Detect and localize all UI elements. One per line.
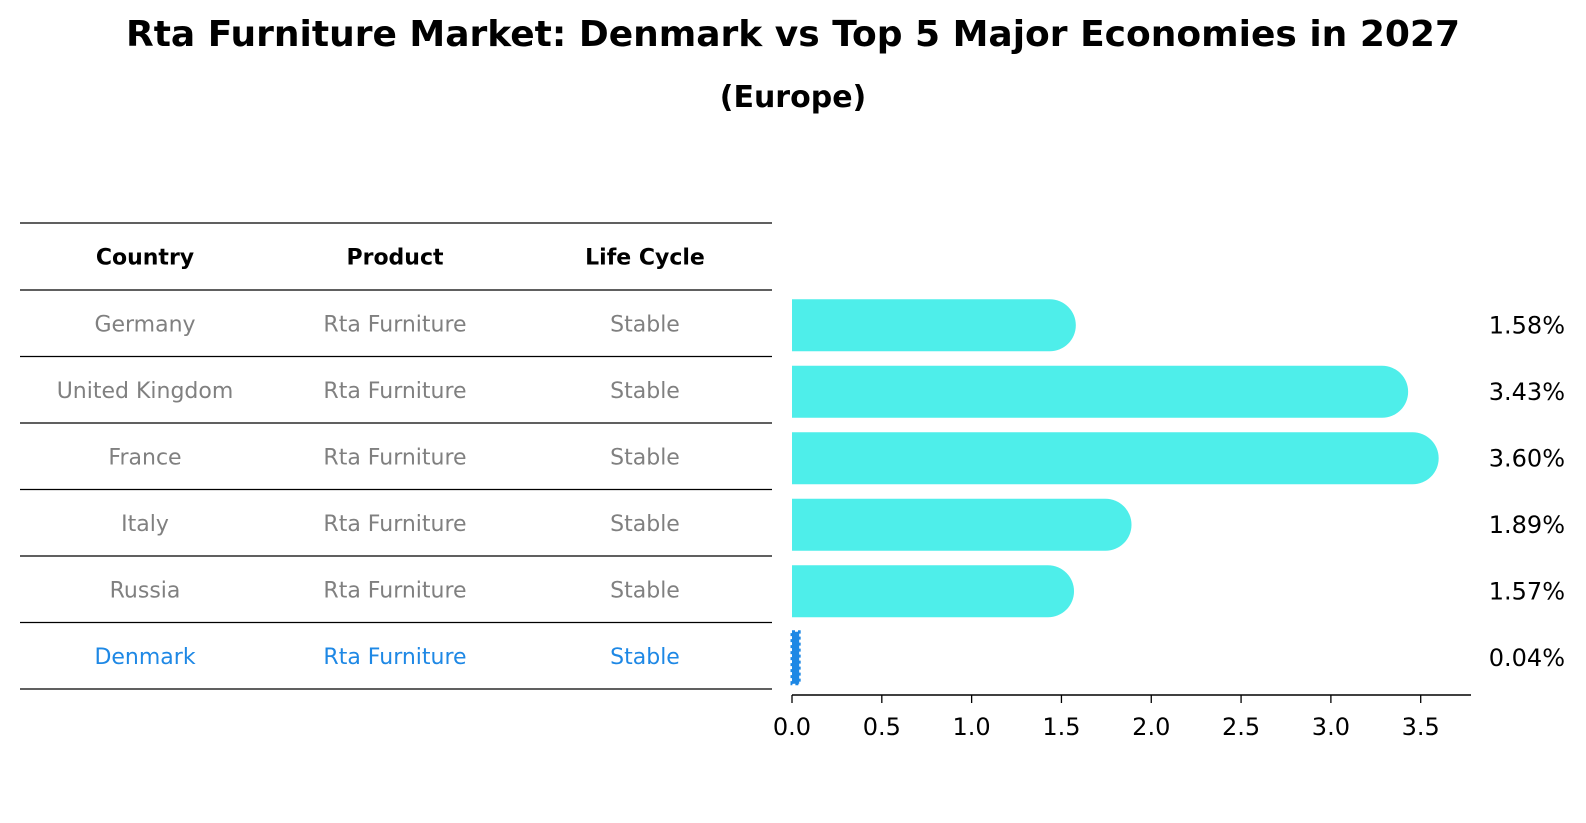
x-tick-label: 2.0 [1132,713,1170,741]
table-cell: France [108,445,181,470]
table-cell: Rta Furniture [323,445,466,470]
table-cell: United Kingdom [57,379,234,404]
bar-united-kingdom [792,365,1409,418]
x-tick-label: 3.0 [1312,713,1350,741]
x-tick-label: 0.5 [863,713,901,741]
table-cell: Rta Furniture [323,645,466,670]
data-label: 1.57% [1489,577,1565,605]
data-label: 3.43% [1489,378,1565,406]
table-cell: Italy [121,512,169,537]
bar-germany [792,299,1076,352]
x-tick-label: 3.5 [1402,713,1440,741]
table-cell: Stable [610,512,680,537]
table-cell: Rta Furniture [323,578,466,603]
bar-france [792,432,1439,485]
bar-denmark [790,630,801,686]
table-cell: Denmark [94,645,195,670]
data-label: 1.89% [1489,511,1565,539]
x-tick-label: 1.5 [1042,713,1080,741]
table-cell: Stable [610,578,680,603]
table-cell: Stable [610,379,680,404]
bar-russia [792,565,1075,618]
x-tick-label: 2.5 [1222,713,1260,741]
bar-italy [792,498,1132,551]
table-header-country: Country [96,246,194,271]
chart-title: Rta Furniture Market: Denmark vs Top 5 M… [125,14,1461,55]
data-label: 0.04% [1489,644,1565,672]
table-cell: Rta Furniture [323,379,466,404]
table-cell: Stable [610,645,680,670]
table-cell: Russia [110,578,181,603]
table-cell: Germany [94,312,195,337]
x-tick-label: 1.0 [953,713,991,741]
data-label: 1.58% [1489,311,1565,339]
table-header-life-cycle: Life Cycle [585,246,705,271]
table-cell: Stable [610,312,680,337]
data-label: 3.60% [1489,444,1565,472]
table-cell: Rta Furniture [323,512,466,537]
table-cell: Rta Furniture [323,312,466,337]
chart-subtitle: (Europe) [719,80,867,115]
table-header-product: Product [346,246,444,271]
table-cell: Stable [610,445,680,470]
x-tick-label: 0.0 [773,713,811,741]
